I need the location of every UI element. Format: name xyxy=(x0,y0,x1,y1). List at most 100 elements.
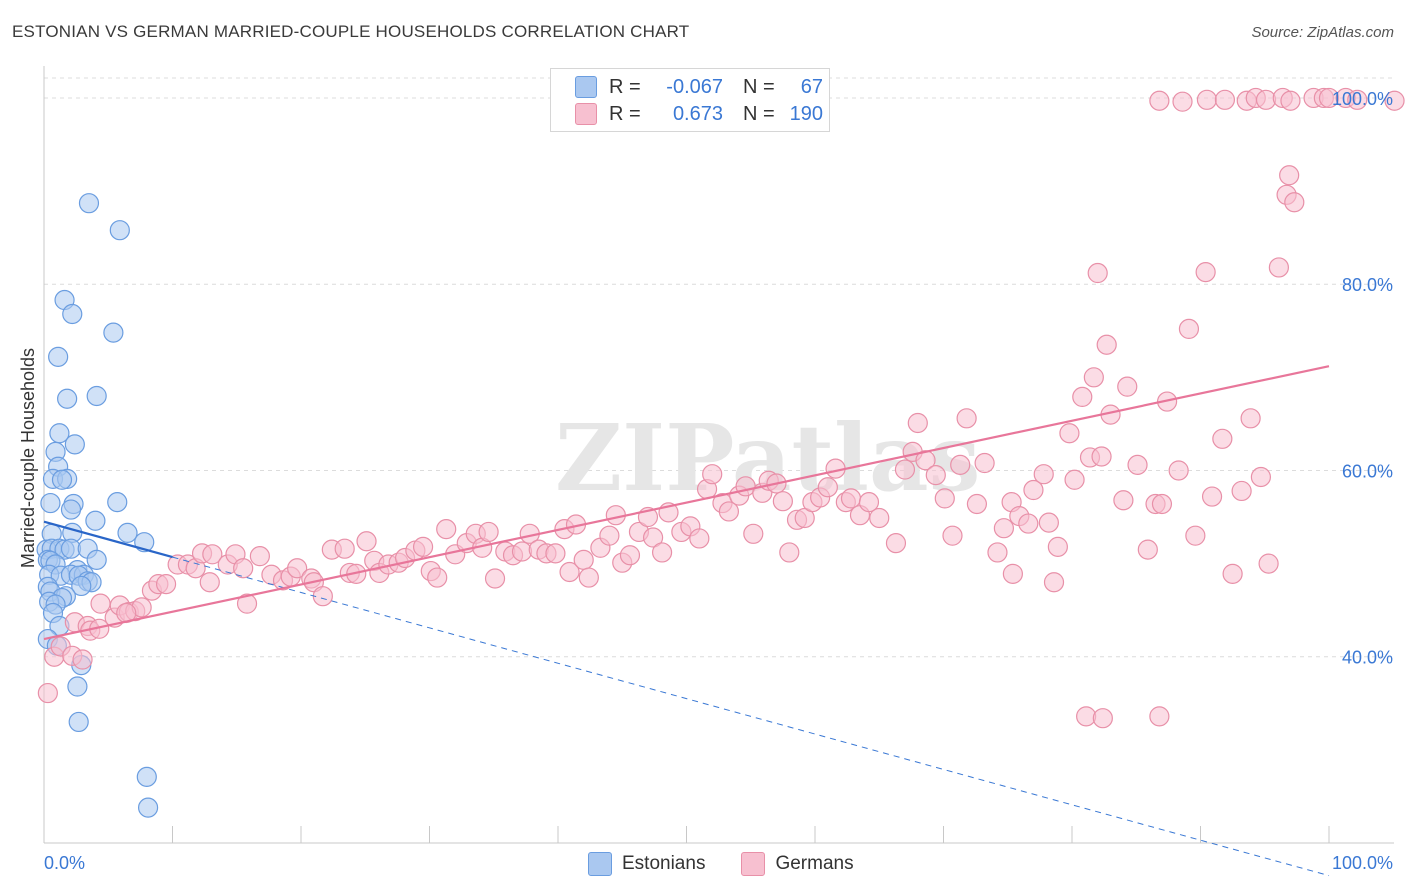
germans-point xyxy=(1172,91,1193,112)
germans-point xyxy=(412,536,434,557)
germans-point xyxy=(619,545,641,566)
legend-swatch-germans xyxy=(575,103,597,125)
germans-point xyxy=(1222,563,1243,584)
germans-point xyxy=(779,542,800,563)
germans-point xyxy=(1092,708,1113,729)
germans-point xyxy=(1268,257,1289,278)
germans-point xyxy=(925,465,946,486)
legend-r-value: 0.673 xyxy=(672,102,723,125)
x-tick-label: 100.0% xyxy=(1332,853,1393,873)
germans-point xyxy=(1284,192,1305,213)
series-swatch-germans xyxy=(741,852,766,876)
germans-point xyxy=(1201,486,1223,507)
germans-point xyxy=(436,519,457,540)
germans-point xyxy=(1231,480,1252,502)
estonians-point xyxy=(78,193,100,214)
germans-point xyxy=(236,593,258,614)
germans-point xyxy=(934,488,955,509)
estonians-point xyxy=(71,575,92,597)
germans-point xyxy=(545,543,566,564)
germans-point xyxy=(334,538,355,559)
germans-point xyxy=(427,567,448,588)
germans-point xyxy=(356,531,377,552)
legend-r-value: -0.067 xyxy=(666,75,723,98)
series-legend-estonians[interactable]: Estonians xyxy=(588,852,705,876)
germans-point xyxy=(1212,428,1233,449)
germans-point xyxy=(772,491,793,512)
germans-point xyxy=(1076,706,1097,727)
estonians-point xyxy=(67,676,88,697)
germans-point xyxy=(1168,460,1189,481)
legend-r-label: R = xyxy=(609,102,641,125)
estonians-point xyxy=(103,322,124,343)
germans-point xyxy=(1214,89,1236,110)
estonians-point xyxy=(107,492,128,513)
germans-point xyxy=(885,533,907,554)
series-legend-germans[interactable]: Germans xyxy=(741,852,854,876)
germans-point xyxy=(1195,261,1216,283)
germans-point xyxy=(1059,423,1080,444)
germans-point xyxy=(966,493,988,515)
germans-point xyxy=(484,568,506,589)
germans-point xyxy=(1087,262,1108,284)
germans-point xyxy=(249,546,270,567)
series-legend: Estonians Germans xyxy=(588,852,890,876)
legend-row-estonians: R = -0.067 N = 67 xyxy=(575,74,823,100)
germans-point xyxy=(718,501,740,522)
chart-title: ESTONIAN VS GERMAN MARRIED-COUPLE HOUSEH… xyxy=(12,22,690,41)
trend-lines xyxy=(43,365,1330,877)
germans-point xyxy=(743,523,764,544)
germans-point xyxy=(974,452,995,474)
germans-point xyxy=(942,525,963,546)
series-label-germans: Germans xyxy=(775,853,854,874)
estonians-trend-extension xyxy=(172,556,1330,877)
germans-point xyxy=(1023,479,1044,501)
germans-point xyxy=(1279,165,1300,186)
estonians-point xyxy=(40,492,61,514)
estonians-point xyxy=(64,434,85,455)
germans-point xyxy=(1384,90,1405,111)
germans-point xyxy=(37,682,58,704)
germans-point xyxy=(90,593,111,614)
germans-point xyxy=(202,544,223,565)
germans-point xyxy=(702,464,723,485)
germans-point xyxy=(1091,446,1112,467)
germans-point xyxy=(1002,563,1023,584)
germans-point xyxy=(1072,386,1093,407)
germans-point xyxy=(599,525,620,546)
germans-point xyxy=(1127,454,1148,475)
germans-point xyxy=(1096,334,1117,355)
germans-point xyxy=(1083,367,1104,388)
germans-point xyxy=(1255,89,1277,110)
germans-point xyxy=(1149,706,1170,727)
estonians-point xyxy=(51,469,73,490)
legend-row-germans: R = 0.673 N = 190 xyxy=(575,101,823,127)
germans-point xyxy=(72,649,93,670)
germans-point xyxy=(578,567,599,588)
germans-point xyxy=(1047,536,1068,557)
series-label-estonians: Estonians xyxy=(622,853,706,874)
legend-n-value: 190 xyxy=(789,102,823,125)
germans-point xyxy=(1347,89,1368,110)
germans-point xyxy=(1137,539,1158,560)
estonians-point xyxy=(86,549,107,570)
germans-point xyxy=(1178,318,1200,340)
germans-point xyxy=(573,549,594,570)
germans-point xyxy=(1258,553,1279,574)
germans-point xyxy=(689,528,710,549)
estonians-point xyxy=(117,522,138,543)
legend-n-label: N = xyxy=(743,102,775,125)
germans-point xyxy=(1250,466,1271,488)
germans-point xyxy=(1033,464,1054,485)
germans-point xyxy=(511,541,533,562)
tick-labels: 40.0% 60.0% 80.0% 100.0% 0.0% 100.0% Married-c… xyxy=(18,89,1393,873)
germans-point xyxy=(956,408,977,429)
germans-point xyxy=(1185,525,1206,546)
y-tick-label: 100.0% xyxy=(1332,89,1393,109)
legend-n-value: 67 xyxy=(800,75,823,98)
germans-point xyxy=(651,542,673,563)
germans-point xyxy=(894,459,916,480)
estonians-point xyxy=(48,346,69,367)
germans-point xyxy=(199,572,220,593)
germans-point xyxy=(907,412,928,434)
